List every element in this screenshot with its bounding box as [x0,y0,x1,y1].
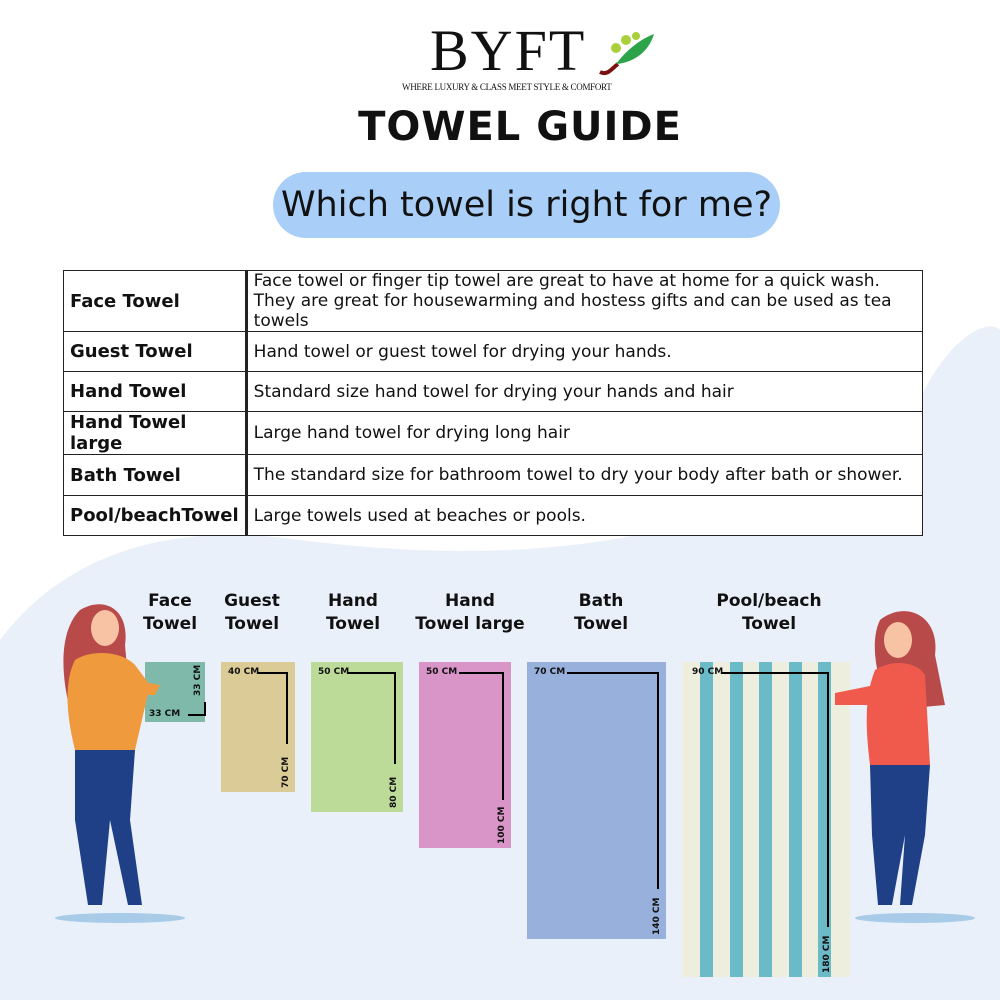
towel-label-line: Bath [578,591,624,611]
desc-line: They are great for housewarming and host… [253,291,892,331]
towel-desc: The standard size for bathroom towel to … [245,454,924,496]
width-dimension: 40 CM [228,667,260,677]
towel-swatch [419,662,511,848]
towel-label-line: Towel [741,614,797,634]
towel-label: Face Towel [100,590,240,636]
dimension-line [204,702,206,716]
table-row: Face Towel Face towel or finger tip towel… [63,270,924,332]
towel-label: Pool/beach Towel [699,590,839,636]
woman-right-illustration [835,611,975,923]
towel-stripe [759,662,772,977]
towel-desc: Face towel or finger tip towel are great… [245,270,924,332]
towel-stripe [700,662,713,977]
towel-desc: Hand towel or guest towel for drying you… [245,331,924,372]
height-dimension: 140 CM [652,897,662,935]
table-row: Hand Towel large Large hand towel for dry… [63,411,924,455]
subtitle-pill: Which towel is right for me? [273,172,780,238]
towel-label-line: Towel [573,614,629,634]
leaf-logo-icon [599,32,654,75]
width-dimension: 50 CM [426,667,458,677]
towel-label-line: Towel large [415,614,525,634]
towel-name: Hand Towel [63,371,248,412]
towel-label-line: Towel [224,614,280,634]
page-title: TOWEL GUIDE [358,104,682,150]
towel-stripe [788,662,802,977]
width-dimension: 90 CM [692,667,724,677]
towel-desc: Large hand towel for drying long hair [245,411,924,455]
height-dimension: 80 CM [389,776,399,808]
towel-stripe [729,662,743,977]
dimension-line [722,672,828,674]
height-dimension: 180 CM [822,935,832,973]
towel-label-line: Hand [445,591,495,611]
towel-label-line: Towel [325,614,381,634]
table-row: Hand Towel Standard size hand towel for d… [63,371,924,412]
width-dimension: 33 CM [149,709,181,719]
brand-tagline: WHERE LUXURY & CLASS MEET STYLE & COMFOR… [402,82,612,92]
towel-name: Hand Towel large [63,411,248,455]
towel-label: Guest Towel [182,590,322,636]
dimension-line [188,714,206,716]
towel-label-line: Towel [142,614,198,634]
towel-name: Pool/beachTowel [63,495,248,536]
width-dimension: 70 CM [534,667,566,677]
towel-label-line: Pool/beach [716,591,822,611]
dimension-line [347,672,395,674]
table-row: Bath Towel The standard size for bathroom… [63,454,924,496]
dimension-line [657,672,659,889]
dimension-line [567,672,658,674]
towel-name: Guest Towel [63,331,248,372]
towel-label-line: Guest [224,591,280,611]
table-row: Guest Towel Hand towel or guest towel for… [63,331,924,372]
dimension-line [286,672,288,744]
brand-logo: BYFT [430,18,587,83]
dimension-line [257,672,287,674]
towel-name: Face Towel [63,270,248,332]
woman-left-illustration [55,604,185,923]
towel-swatch [221,662,295,792]
towel-swatch [682,662,850,977]
towel-label: Bath Towel [531,590,671,636]
width-dimension: 50 CM [318,667,350,677]
towel-desc: Standard size hand towel for drying your… [245,371,924,412]
towel-table: Face Towel Face towel or finger tip towel… [63,270,924,536]
towel-desc: Large towels used at beaches or pools. [245,495,924,536]
height-dimension: 70 CM [281,756,291,788]
towel-swatch [527,662,666,939]
towel-label: Hand Towel [283,590,423,636]
desc-line: Face towel or finger tip towel are great… [253,271,880,291]
dimension-line [502,672,504,800]
towel-label-line: Hand [328,591,378,611]
dimension-line [459,672,503,674]
towel-label-line: Face [148,591,192,611]
height-dimension: 100 CM [497,806,507,844]
table-row: Pool/beachTowel Large towels used at beac… [63,495,924,536]
towel-label: Hand Towel large [400,590,540,636]
dimension-line [394,672,396,764]
towel-swatch [311,662,403,812]
dimension-line [827,672,829,927]
towel-name: Bath Towel [63,454,248,496]
